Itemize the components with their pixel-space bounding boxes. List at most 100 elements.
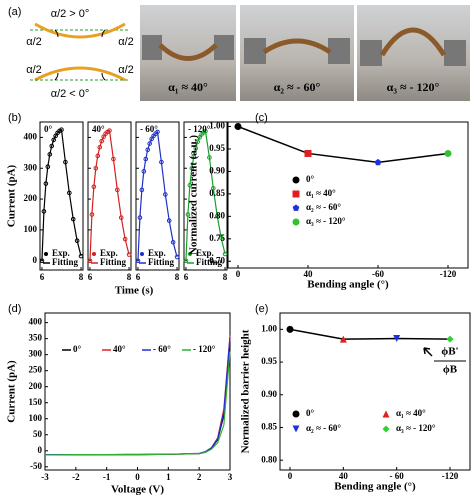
data-point [126, 252, 132, 257]
y-tick-label: 0 [38, 445, 43, 455]
legend-label: α₁ ≈ 40° [306, 188, 336, 198]
legend-marker [292, 176, 300, 184]
data-point [147, 141, 152, 146]
y-tick-label: 0.80 [209, 210, 225, 220]
line [237, 125, 449, 164]
data-point [135, 258, 141, 264]
data-point [97, 144, 103, 150]
data-point [115, 187, 120, 193]
data-point [183, 258, 189, 264]
x-tick-label: -120 [442, 471, 459, 481]
legend-marker [382, 410, 390, 418]
x-tick-label: 0 [135, 472, 140, 482]
photo-label: α₃ ≈ - 120° [387, 80, 440, 94]
legend-marker [292, 190, 300, 198]
data-point [118, 215, 124, 220]
diagram-label: α/2 [26, 64, 42, 76]
plot-frame [183, 121, 228, 271]
data-point [393, 335, 401, 343]
data-point [101, 134, 106, 140]
data-point [95, 153, 101, 159]
y-axis-title: Current (pA) [6, 164, 18, 227]
x-tick-label: 2 [197, 472, 202, 482]
y-tick-label: 0.80 [261, 454, 277, 464]
data-point [78, 253, 84, 259]
line [44, 351, 231, 456]
plot-frame [87, 121, 132, 271]
data-point [91, 184, 97, 190]
diagram-label: α/2 [118, 64, 134, 76]
panel-label: (c) [255, 112, 268, 124]
legend-label: α₂ ≈ - 60° [306, 423, 341, 433]
y-tick-label: 0.95 [209, 143, 225, 153]
y-tick-label: 0.85 [261, 422, 277, 432]
diagram-label: α/2 > 0° [51, 8, 90, 20]
data-point [139, 187, 145, 193]
data-point [39, 258, 45, 264]
plot-frame [279, 312, 471, 471]
panel-label: (e) [255, 303, 268, 315]
data-point [99, 138, 104, 144]
data-point [203, 128, 208, 134]
data-point [191, 154, 197, 159]
data-point [211, 185, 216, 191]
x-tick-label: 3 [228, 472, 233, 482]
y-tick-label: 200 [29, 381, 43, 391]
annotation: ϕB [443, 364, 458, 376]
y-tick-label: 0.90 [261, 389, 277, 399]
x-tick-label: 6 [136, 272, 141, 282]
x-axis-title: Voltage (V) [111, 484, 164, 496]
y-tick-label: 0.75 [209, 233, 225, 243]
plot-frame [44, 312, 231, 471]
diagram-label: α/2 [26, 36, 42, 48]
legend-label: Exp. [196, 248, 214, 258]
x-tick-label: -3 [41, 472, 49, 482]
data-point [155, 129, 160, 135]
x-tick-label: 8 [223, 272, 228, 282]
x-tick-label: -60 [372, 269, 384, 279]
y-tick-label: 150 [29, 397, 43, 407]
x-axis-title: Bending angle (°) [334, 481, 416, 493]
data-point [41, 209, 47, 214]
data-point [218, 235, 224, 240]
data-point [145, 147, 151, 153]
data-point [149, 136, 154, 142]
photo [140, 5, 236, 101]
subplot-title: 40° [92, 124, 105, 134]
y-tick-label: 1.00 [209, 121, 225, 131]
y-tick-label: 400 [24, 131, 38, 141]
data-point [207, 155, 212, 160]
legend-marker [292, 425, 300, 433]
photo [357, 5, 470, 101]
data-point [70, 216, 76, 222]
data-point [63, 159, 68, 165]
y-tick-label: 200 [24, 193, 38, 203]
x-tick-label: 8 [127, 272, 132, 282]
data-point [93, 165, 99, 171]
y-tick-label: 300 [24, 162, 38, 172]
legend-marker [292, 218, 300, 226]
x-tick-label: 6 [184, 272, 189, 282]
data-point [304, 149, 312, 157]
data-point [74, 238, 80, 244]
legend-label: α₃ ≈ - 120° [306, 216, 346, 226]
legend-marker [292, 410, 300, 418]
annotation: ϕB' [441, 346, 458, 358]
y-axis-title: Current (pA) [6, 360, 18, 423]
data-point [111, 156, 116, 162]
data-point [286, 325, 294, 333]
x-tick-label: -1 [103, 472, 111, 482]
y-tick-label: 350 [29, 333, 43, 343]
legend-label: Exp. [100, 248, 118, 258]
line [45, 341, 231, 456]
y-tick-label: -50 [30, 461, 42, 471]
data-point [49, 143, 55, 149]
data-point [214, 213, 220, 219]
legend-label: Fitting [148, 257, 174, 267]
legend-label: α₁ ≈ 40° [396, 408, 426, 418]
panel-label: (b) [8, 112, 21, 124]
legend-marker [44, 252, 48, 256]
y-tick-label: 250 [29, 365, 43, 375]
legend-label: Fitting [52, 257, 78, 267]
